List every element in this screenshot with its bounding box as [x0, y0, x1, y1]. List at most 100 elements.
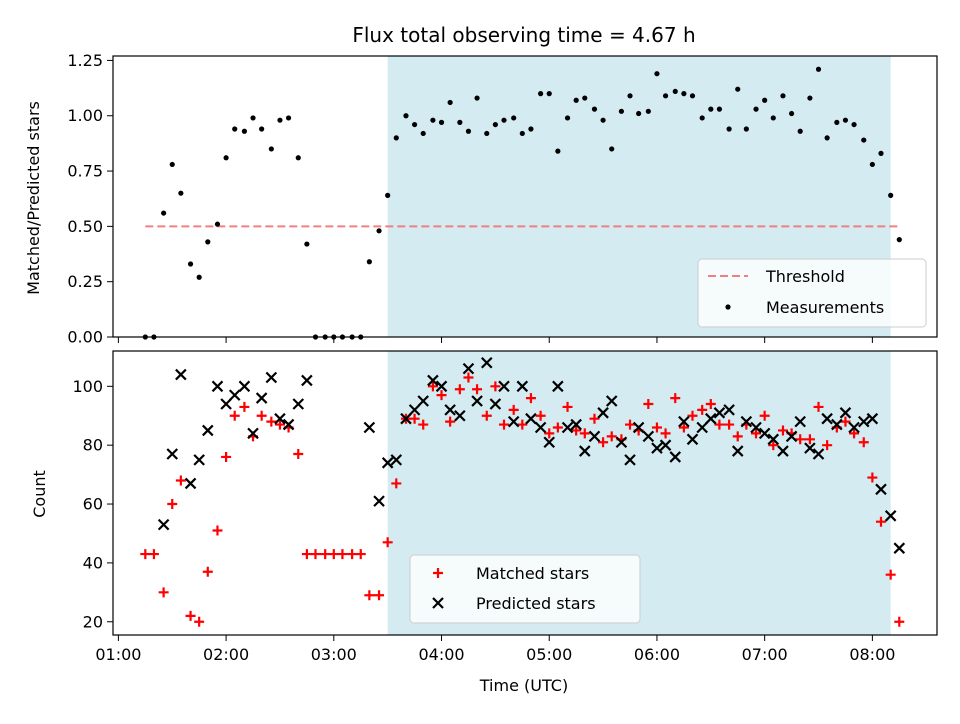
measurement-point	[842, 117, 849, 123]
predicted-stars-point	[166, 448, 179, 460]
predicted-stars-point	[373, 495, 385, 507]
matched-stars-point	[328, 549, 339, 560]
predicted-stars-point	[875, 483, 887, 496]
measurement-point	[726, 126, 732, 132]
predicted-stars-point	[884, 510, 897, 522]
matched-stars-point	[751, 428, 762, 439]
predicted-stars-point	[794, 415, 806, 428]
matched-stars-point	[364, 590, 375, 601]
measurement-point	[662, 93, 669, 99]
matched-stars-point	[374, 590, 385, 601]
matched-stars-point	[849, 428, 860, 439]
matched-stars-point	[229, 410, 240, 421]
count-panel-frame	[112, 350, 938, 636]
measurement-point	[447, 99, 453, 106]
measurement-point	[214, 221, 221, 227]
measurement-point	[743, 126, 749, 132]
predicted-stars-point	[857, 415, 870, 428]
measurement-point	[591, 106, 598, 112]
measurement-point	[511, 115, 517, 121]
measurement-point	[672, 88, 678, 95]
matched-stars-point	[481, 410, 492, 421]
matched-stars-point	[670, 393, 681, 404]
matched-stars-point	[517, 419, 528, 430]
measurement-point	[178, 190, 184, 196]
matched-stars-point	[885, 569, 896, 580]
y-tick-label: 20	[83, 612, 103, 631]
measurement-point	[205, 239, 211, 245]
measurement-point	[366, 259, 372, 265]
measurement-point	[430, 117, 436, 123]
predicted-stars-point	[255, 392, 268, 404]
predicted-stars-point	[274, 412, 286, 425]
predicted-stars-point	[777, 445, 789, 457]
count-panel: 20 40 60 80 100 01:00 02:00 03:00 04:00 05:00 06:0…	[72, 350, 938, 664]
measurement-point	[196, 274, 202, 280]
matched-stars-point	[571, 425, 582, 436]
matched-stars-point	[463, 372, 474, 383]
measurement-point	[815, 66, 822, 72]
matched-stars-point	[320, 549, 331, 560]
measurement-point	[376, 228, 382, 234]
predicted-stars-point	[750, 421, 762, 434]
x-tick-label: 04:00	[418, 645, 464, 664]
predicted-stars-point	[713, 407, 726, 419]
predicted-stars-point	[193, 454, 205, 466]
measurement-point	[393, 135, 399, 141]
predicted-stars-point	[301, 374, 313, 387]
measurement-point	[780, 93, 786, 99]
measurement-point	[259, 126, 265, 132]
measurement-point	[824, 135, 830, 141]
matched-stars-point	[535, 410, 546, 421]
measurement-point	[564, 115, 571, 121]
legend-threshold-label: Threshold	[765, 267, 845, 286]
predicted-stars-point	[292, 398, 305, 410]
legend-measurements-swatch	[725, 304, 731, 310]
predicted-stars-point	[632, 421, 645, 434]
predicted-stars-point	[848, 421, 860, 434]
predicted-stars-point	[669, 451, 682, 463]
predicted-stars-point	[651, 442, 663, 454]
x-tick-label: 03:00	[311, 645, 357, 664]
measurement-point	[582, 95, 588, 101]
matched-stars-point	[759, 410, 770, 421]
predicted-stars-point	[570, 418, 582, 431]
matched-stars-point	[777, 425, 788, 436]
matched-stars-point	[579, 428, 590, 439]
matched-stars-point	[185, 610, 196, 621]
predicted-stars-point	[831, 418, 843, 431]
predicted-stars-point	[678, 415, 690, 428]
matched-stars-point	[660, 428, 671, 439]
measurement-point	[161, 210, 167, 216]
matched-stars-point	[625, 419, 636, 430]
matched-stars-point	[562, 401, 573, 412]
matched-stars-point	[337, 549, 348, 560]
measurement-point	[474, 95, 480, 101]
matched-stars-point	[301, 549, 312, 560]
matched-stars-point	[705, 398, 716, 409]
predicted-stars-point	[597, 407, 609, 419]
measurement-point	[716, 106, 723, 112]
predicted-stars-point	[659, 439, 672, 451]
matched-stars-point	[697, 404, 708, 415]
matched-stars-point	[858, 437, 869, 448]
matched-stars-point	[140, 549, 151, 560]
measurement-point	[304, 241, 310, 247]
predicted-stars-point	[767, 433, 780, 446]
legend-matched-stars-label: Matched stars	[476, 564, 589, 583]
measurement-point	[788, 110, 795, 117]
matched-stars-point	[266, 416, 277, 427]
predicted-stars-point	[731, 445, 744, 457]
matched-stars-point	[822, 440, 833, 451]
predicted-stars-point	[696, 421, 708, 434]
matched-stars-point	[158, 587, 169, 598]
measurement-point	[627, 93, 633, 99]
matched-stars-point	[472, 384, 483, 395]
measurement-point	[484, 130, 490, 137]
predicted-stars-point	[642, 430, 655, 443]
measurement-point	[411, 121, 418, 128]
measurement-point	[896, 237, 902, 243]
matched-stars-point	[175, 475, 186, 486]
y-tick-label: 1.00	[67, 106, 103, 125]
